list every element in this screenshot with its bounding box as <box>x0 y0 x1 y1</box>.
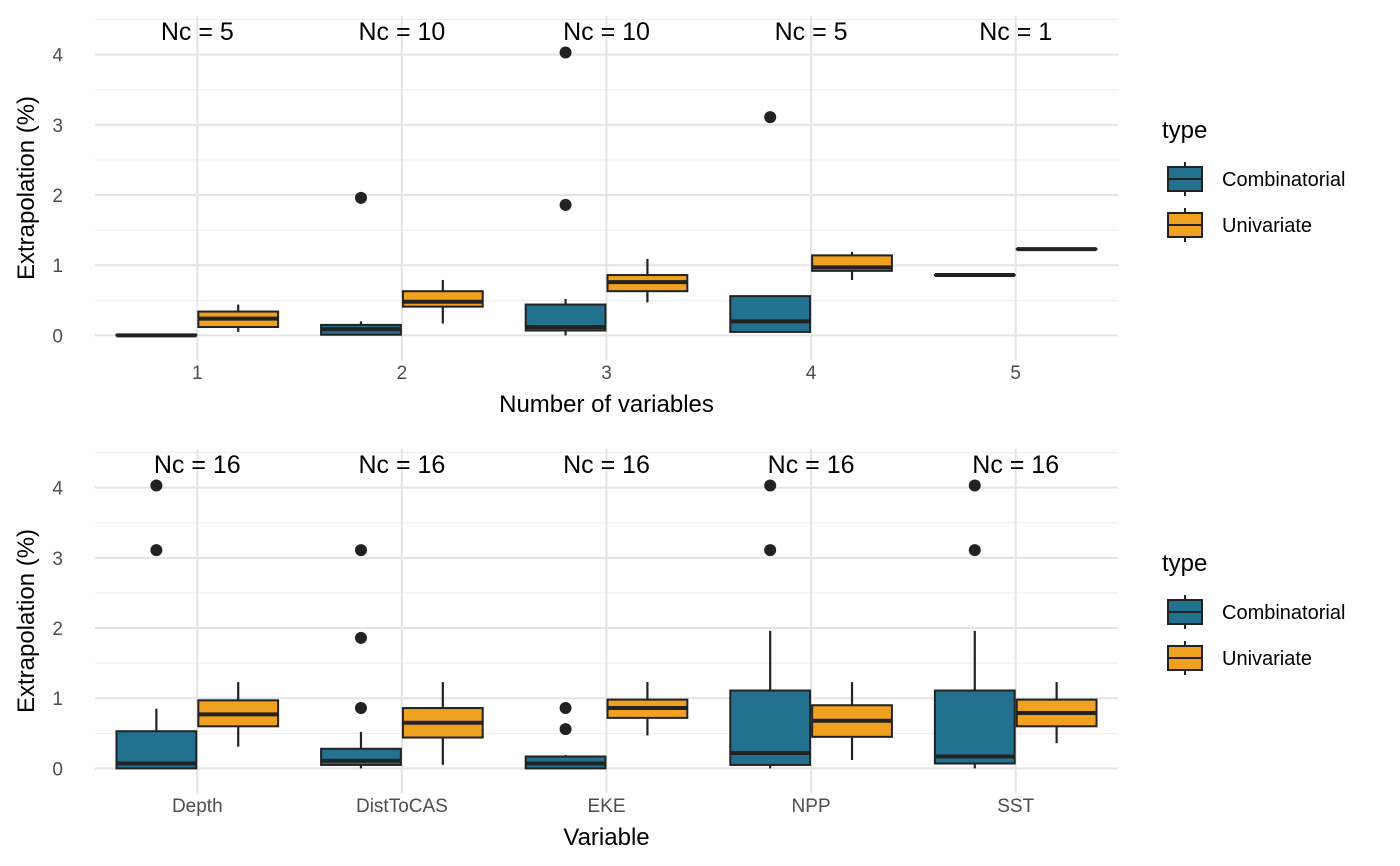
y-tick-label: 2 <box>52 186 63 207</box>
box-univariate-SST <box>1015 682 1098 744</box>
legend-key-combinatorial: Combinatorial <box>1167 595 1345 629</box>
x-tick-label: NPP <box>792 796 831 817</box>
y-tick-label: 1 <box>52 256 63 277</box>
annotations: Nc = 5 Nc = 10 Nc = 10 Nc = 5 Nc = 1 <box>161 18 1052 46</box>
grid <box>95 449 1118 793</box>
box-univariate-Depth <box>197 682 280 747</box>
legend-title: type <box>1162 117 1207 144</box>
nc-annotation: Nc = 16 <box>563 451 650 479</box>
outlier-point <box>559 702 572 715</box>
outlier-point <box>968 479 981 492</box>
x-tick-label: 2 <box>397 363 408 384</box>
y-axis-title: Extrapolation (%) <box>13 96 40 280</box>
y-tick-labels: 0 1 2 3 4 <box>52 479 63 781</box>
outlier-point <box>559 198 572 211</box>
legend-label: Combinatorial <box>1222 602 1345 624</box>
y-tick-label: 0 <box>52 759 63 780</box>
y-tick-label: 3 <box>52 549 63 570</box>
nc-annotation: Nc = 10 <box>563 18 650 46</box>
y-tick-label: 2 <box>52 619 63 640</box>
legend: type Combinatorial Univariate <box>1162 550 1345 675</box>
outlier-point <box>559 46 572 59</box>
y-tick-label: 3 <box>52 116 63 137</box>
nc-annotation: Nc = 16 <box>358 451 445 479</box>
x-tick-label: EKE <box>587 796 625 817</box>
x-tick-label: 3 <box>601 363 612 384</box>
series-univariate <box>197 247 1098 332</box>
box-univariate-1 <box>197 304 280 332</box>
legend-title: type <box>1162 550 1207 577</box>
legend-label: Univariate <box>1222 215 1312 237</box>
x-tick-labels: 1 2 3 4 5 <box>192 363 1021 384</box>
box-univariate-2 <box>401 279 484 324</box>
box-combinatorial-NPP <box>729 479 812 769</box>
box-combinatorial-Depth <box>115 479 198 770</box>
y-axis-title: Extrapolation (%) <box>13 529 40 713</box>
box-body <box>401 290 484 308</box>
box-combinatorial-EKE <box>524 702 607 770</box>
outlier-point <box>764 111 777 124</box>
box-combinatorial-DistToCAS <box>320 544 402 769</box>
series-combinatorial <box>115 46 1016 338</box>
box-univariate-4 <box>811 251 893 280</box>
box-univariate-EKE <box>606 682 689 736</box>
box-univariate-NPP <box>811 682 893 761</box>
outlier-point <box>764 479 777 492</box>
x-tick-label: SST <box>997 796 1034 817</box>
outlier-point <box>354 631 367 644</box>
y-tick-label: 0 <box>52 326 63 347</box>
nc-annotation: Nc = 5 <box>161 18 234 46</box>
x-tick-label: 1 <box>192 363 203 384</box>
outlier-point <box>968 544 981 557</box>
outlier-point <box>150 479 163 492</box>
legend-key-combinatorial: Combinatorial <box>1167 162 1345 196</box>
outlier-point <box>559 723 572 736</box>
box-body <box>933 689 1016 765</box>
box-univariate-DistToCAS <box>401 682 484 765</box>
nc-annotation: Nc = 16 <box>768 451 855 479</box>
x-tick-label: 5 <box>1010 363 1021 384</box>
nc-annotation: Nc = 16 <box>154 451 241 479</box>
y-tick-label: 4 <box>52 479 63 500</box>
outlier-point <box>354 544 367 557</box>
grid <box>95 16 1118 360</box>
box-combinatorial-1 <box>115 333 198 338</box>
annotations: Nc = 16 Nc = 16 Nc = 16 Nc = 16 Nc = 16 <box>154 451 1059 479</box>
nc-annotation: Nc = 10 <box>358 18 445 46</box>
outlier-point <box>764 544 777 557</box>
nc-annotation: Nc = 5 <box>775 18 848 46</box>
y-tick-labels: 0 1 2 3 4 <box>52 46 63 348</box>
box-combinatorial-3 <box>524 46 607 336</box>
nc-annotation: Nc = 1 <box>979 18 1052 46</box>
box-combinatorial-4 <box>729 111 812 333</box>
outlier-point <box>354 702 367 715</box>
x-tick-label: DistToCAS <box>356 796 448 817</box>
legend: type Combinatorial Univariate <box>1162 117 1345 242</box>
outlier-point <box>354 191 367 204</box>
nc-annotation: Nc = 16 <box>972 451 1059 479</box>
legend-key-univariate: Univariate <box>1167 641 1312 675</box>
chart-panel-2: 0 1 2 3 4 Depth DistToCAS EKE NPP SST Variable Extr… <box>13 449 1345 851</box>
box-combinatorial-2 <box>320 191 402 336</box>
box-univariate-3 <box>606 258 689 303</box>
legend-label: Univariate <box>1222 648 1312 670</box>
x-axis-title: Variable <box>563 824 649 851</box>
legend-label: Combinatorial <box>1222 169 1345 191</box>
series-combinatorial <box>115 479 1016 770</box>
x-tick-label: 4 <box>806 363 817 384</box>
series-univariate <box>197 682 1098 765</box>
box-combinatorial-SST <box>933 479 1016 769</box>
chart-panel-1: 0 1 2 3 4 1 2 3 4 5 Number of variables Extrapolati… <box>13 16 1345 418</box>
x-tick-labels: Depth DistToCAS EKE NPP SST <box>172 796 1035 817</box>
y-tick-label: 4 <box>52 46 63 67</box>
x-tick-label: Depth <box>172 796 223 817</box>
y-tick-label: 1 <box>52 689 63 710</box>
legend-key-univariate: Univariate <box>1167 208 1312 242</box>
outlier-point <box>150 544 163 557</box>
x-axis-title: Number of variables <box>499 391 714 418</box>
box-body <box>729 295 812 333</box>
